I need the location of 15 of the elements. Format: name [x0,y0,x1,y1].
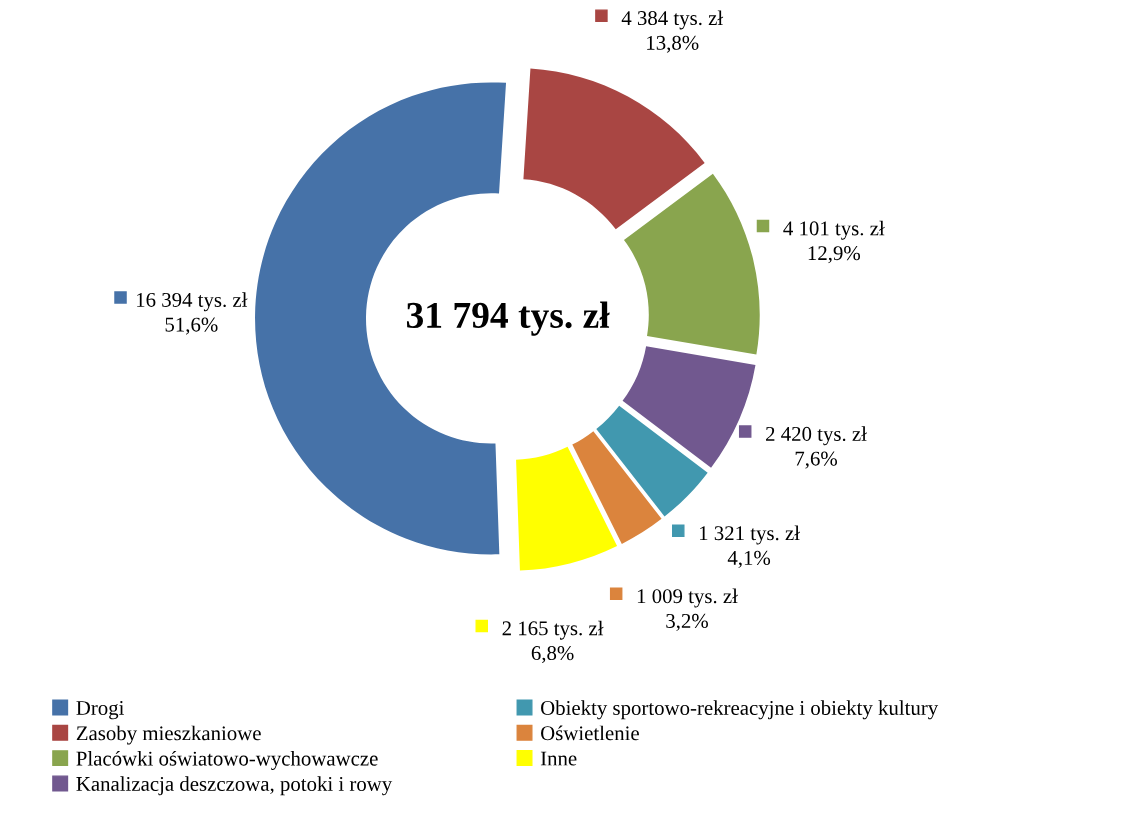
data-label: 4 101 tys. zł 12,9% [783,220,885,264]
data-label: 2 420 tys. zł 7,6% [766,426,867,469]
legend-label: Placówki oświatowo-wychowawcze [76,750,378,770]
legend-label: Inne [540,751,577,766]
legend-label: Oświetlenie [541,725,639,741]
legend-label: Obiekty sportowo-rekreacyjne i obiekty kultury [541,700,939,720]
data-label: 1 009 tys. zł 3,2% [637,588,738,631]
data-label: 4 384 tys. zł 13,8% [621,10,724,53]
data-label: 1 321 tys. zł 4,1% [700,525,800,568]
data-label: 2 165 tys. zł 6,8% [502,620,604,664]
legend-label: Drogi [76,700,125,720]
legend-label: Kanalizacja deszczowa, potoki i rowy [76,776,393,796]
data-label: 16 394 tys. zł 51,6% [137,292,248,335]
legend-label: Zasoby mieszkaniowe [76,725,261,745]
text: 31 794 tys. zł [406,301,610,336]
